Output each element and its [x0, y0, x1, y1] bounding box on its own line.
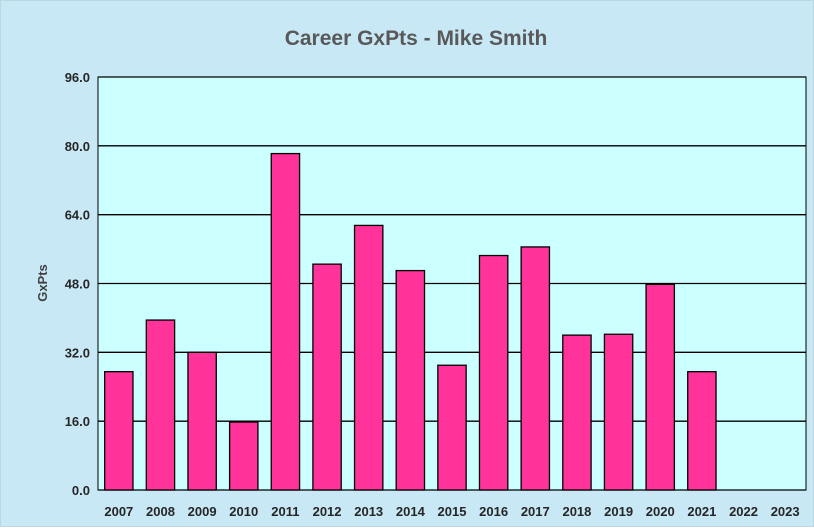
- bar-2011: [270, 152, 301, 491]
- x-tick-label: 2007: [104, 504, 133, 519]
- bar-2018: [562, 334, 592, 491]
- y-tick-label: 96.0: [65, 70, 90, 85]
- x-tick-label: 2019: [604, 504, 633, 519]
- bars: [104, 152, 717, 491]
- y-tick-label: 32.0: [65, 345, 90, 360]
- bar-2016: [478, 254, 509, 491]
- bar-2019: [603, 333, 634, 491]
- x-tick-label: 2021: [687, 504, 716, 519]
- bar-2008: [145, 319, 176, 491]
- y-axis-label: GxPts: [35, 264, 50, 302]
- bar-2013: [353, 224, 384, 491]
- y-axis-ticks: 0.0 16.0 32.0 48.0 64.0 80.0 96.0: [65, 70, 90, 498]
- x-tick-label: 2023: [771, 504, 800, 519]
- x-tick-label: 2020: [646, 504, 675, 519]
- x-tick-label: 2015: [438, 504, 467, 519]
- bar-2009: [187, 351, 217, 491]
- y-tick-label: 80.0: [65, 139, 90, 154]
- bar-2007: [104, 371, 134, 491]
- bar-2015: [437, 364, 467, 491]
- x-tick-label: 2011: [271, 504, 299, 519]
- x-tick-label: 2017: [521, 504, 550, 519]
- x-tick-label: 2009: [188, 504, 217, 519]
- bar-2021: [687, 371, 717, 491]
- y-tick-label: 16.0: [65, 414, 90, 429]
- y-tick-label: 48.0: [65, 277, 90, 292]
- x-tick-label: 2013: [354, 504, 383, 519]
- y-tick-label: 64.0: [65, 208, 90, 223]
- x-tick-label: 2010: [229, 504, 258, 519]
- bar-2017: [520, 246, 551, 491]
- x-tick-label: 2014: [396, 504, 426, 519]
- x-tick-label: 2018: [562, 504, 591, 519]
- y-tick-label: 0.0: [72, 483, 90, 498]
- x-tick-label: 2016: [479, 504, 508, 519]
- bar-2020: [645, 283, 676, 491]
- x-tick-label: 2008: [146, 504, 175, 519]
- chart-title: Career GxPts - Mike Smith: [285, 27, 548, 50]
- bar-2014: [395, 269, 426, 491]
- x-tick-label: 2012: [313, 504, 342, 519]
- bar-2012: [312, 263, 342, 491]
- x-tick-label: 2022: [729, 504, 758, 519]
- bar-2010: [228, 421, 259, 491]
- x-axis-ticks: 2007 2008 2009 2010 2011 2012 2013 2014 2015 2016…: [104, 504, 799, 519]
